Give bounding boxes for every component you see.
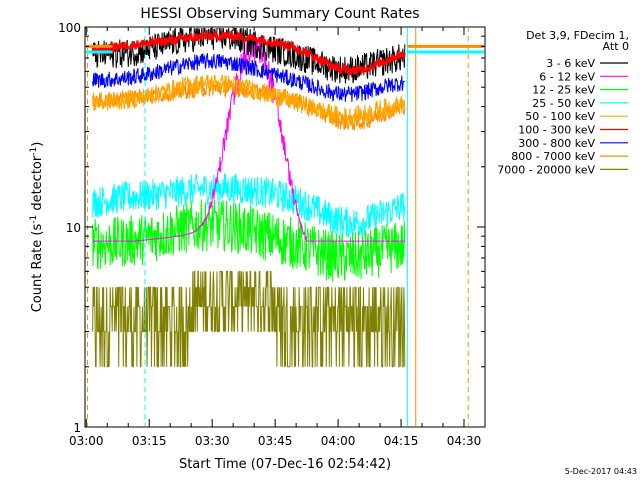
chart-title: HESSI Observing Summary Count Rates — [140, 6, 419, 22]
x-tick-label-2: 03:30 — [195, 434, 230, 448]
legend-label-7: 800 - 7000 keV — [511, 150, 595, 163]
legend-label-3: 25 - 50 keV — [532, 97, 595, 110]
legend-label-5: 100 - 300 keV — [518, 124, 595, 137]
x-tick-label-3: 03:45 — [258, 434, 293, 448]
series-line-1 — [92, 34, 405, 242]
x-tick-label-5: 04:15 — [384, 434, 419, 448]
y-tick-label-1: 10 — [66, 221, 81, 235]
x-tick-label-6: 04:30 — [447, 434, 482, 448]
x-tick-label-4: 04:00 — [321, 434, 356, 448]
legend-label-1: 6 - 12 keV — [539, 70, 595, 83]
series-layer — [91, 28, 406, 368]
series-line-4 — [92, 74, 406, 126]
legend-label-2: 12 - 25 keV — [532, 84, 595, 97]
legend-label-6: 300 - 800 keV — [518, 137, 595, 150]
series-line-0 — [92, 28, 406, 84]
legend-label-4: 50 - 100 keV — [525, 110, 595, 123]
series-line-8 — [92, 270, 406, 368]
legend-header-line-1: Det 3,9, FDecim 1, — [526, 29, 629, 42]
date-stamp: 5-Dec-2017 04:43 — [565, 467, 637, 476]
legend-label-8: 7000 - 20000 keV — [497, 163, 595, 176]
x-tick-label-0: 03:00 — [69, 434, 104, 448]
y-axis-label: Count Rate (s-1 detector-1) — [29, 142, 45, 313]
y-tick-label-2: 100 — [58, 21, 81, 35]
x-tick-label-1: 03:15 — [132, 434, 167, 448]
legend-header-line-2: Att 0 — [603, 40, 629, 53]
y-tick-label-0: 1 — [73, 421, 81, 435]
axis-layer: 03:00 03:15 03:30 03:45 04:00 04:15 04:30 1 10 10… — [58, 21, 486, 448]
x-axis-label: Start Time (07-Dec-16 02:54:42) — [179, 457, 391, 472]
legend-label-0: 3 - 6 keV — [546, 57, 595, 70]
series-line-6 — [92, 53, 405, 102]
